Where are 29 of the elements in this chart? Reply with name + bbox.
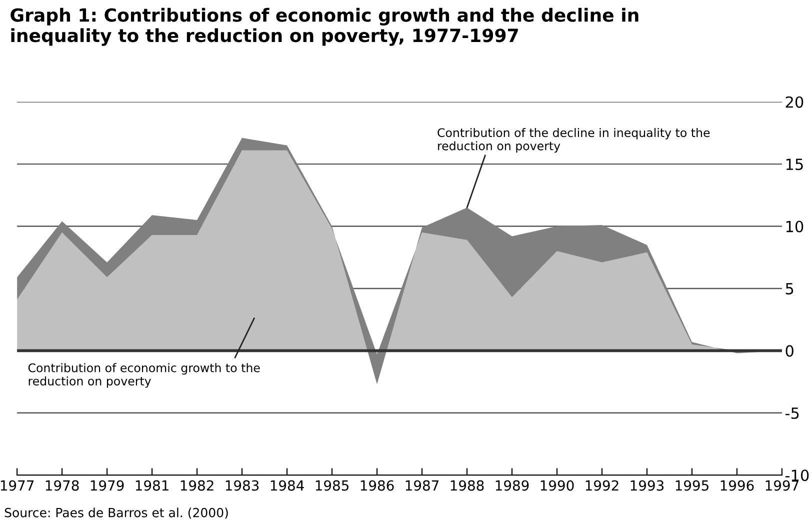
x-tick-label: 1985 bbox=[316, 480, 348, 491]
x-tick-label: 1997 bbox=[766, 480, 798, 491]
y-tick-label: -10 bbox=[785, 470, 809, 482]
y-tick-label: 0 bbox=[786, 345, 794, 357]
y-tick-label: 10 bbox=[786, 220, 804, 232]
x-tick-label: 1981 bbox=[136, 480, 168, 491]
x-tick-label: 1978 bbox=[46, 480, 79, 491]
x-tick-label: 1990 bbox=[540, 480, 574, 491]
x-tick-label: 1984 bbox=[270, 480, 304, 491]
x-tick-label: 1982 bbox=[180, 480, 214, 491]
x-tick-label: 1986 bbox=[360, 480, 394, 491]
y-tick-label: 20 bbox=[786, 96, 804, 108]
annotation: Contribution of the decline in inequality to the reduction on poverty bbox=[438, 128, 710, 153]
x-tick-label: 1995 bbox=[676, 480, 708, 491]
y-tick-label: -5 bbox=[785, 408, 799, 419]
x-tick-label: 1992 bbox=[586, 480, 618, 491]
x-tick-label: 1983 bbox=[226, 480, 259, 491]
x-tick-label: 1993 bbox=[630, 480, 664, 491]
annotation: Contribution of economic growth to the reduction on poverty bbox=[28, 363, 260, 388]
y-tick-label: 15 bbox=[786, 158, 803, 170]
source-note: Source: Paes de Barros et al. (2000) bbox=[4, 508, 228, 519]
x-tick-label: 1987 bbox=[406, 480, 438, 491]
chart-title: Graph 1: Contributions of economic growth and the decline in inequality to the reduction on poverty, 1977-1997 bbox=[10, 8, 638, 46]
x-tick-label: 1977 bbox=[0, 480, 34, 491]
x-tick-label: 1989 bbox=[496, 480, 529, 491]
x-tick-label: 1996 bbox=[720, 480, 754, 491]
y-tick-label: 5 bbox=[786, 283, 794, 295]
x-tick-label: 1988 bbox=[450, 480, 484, 491]
x-tick-label: 1979 bbox=[90, 480, 124, 491]
